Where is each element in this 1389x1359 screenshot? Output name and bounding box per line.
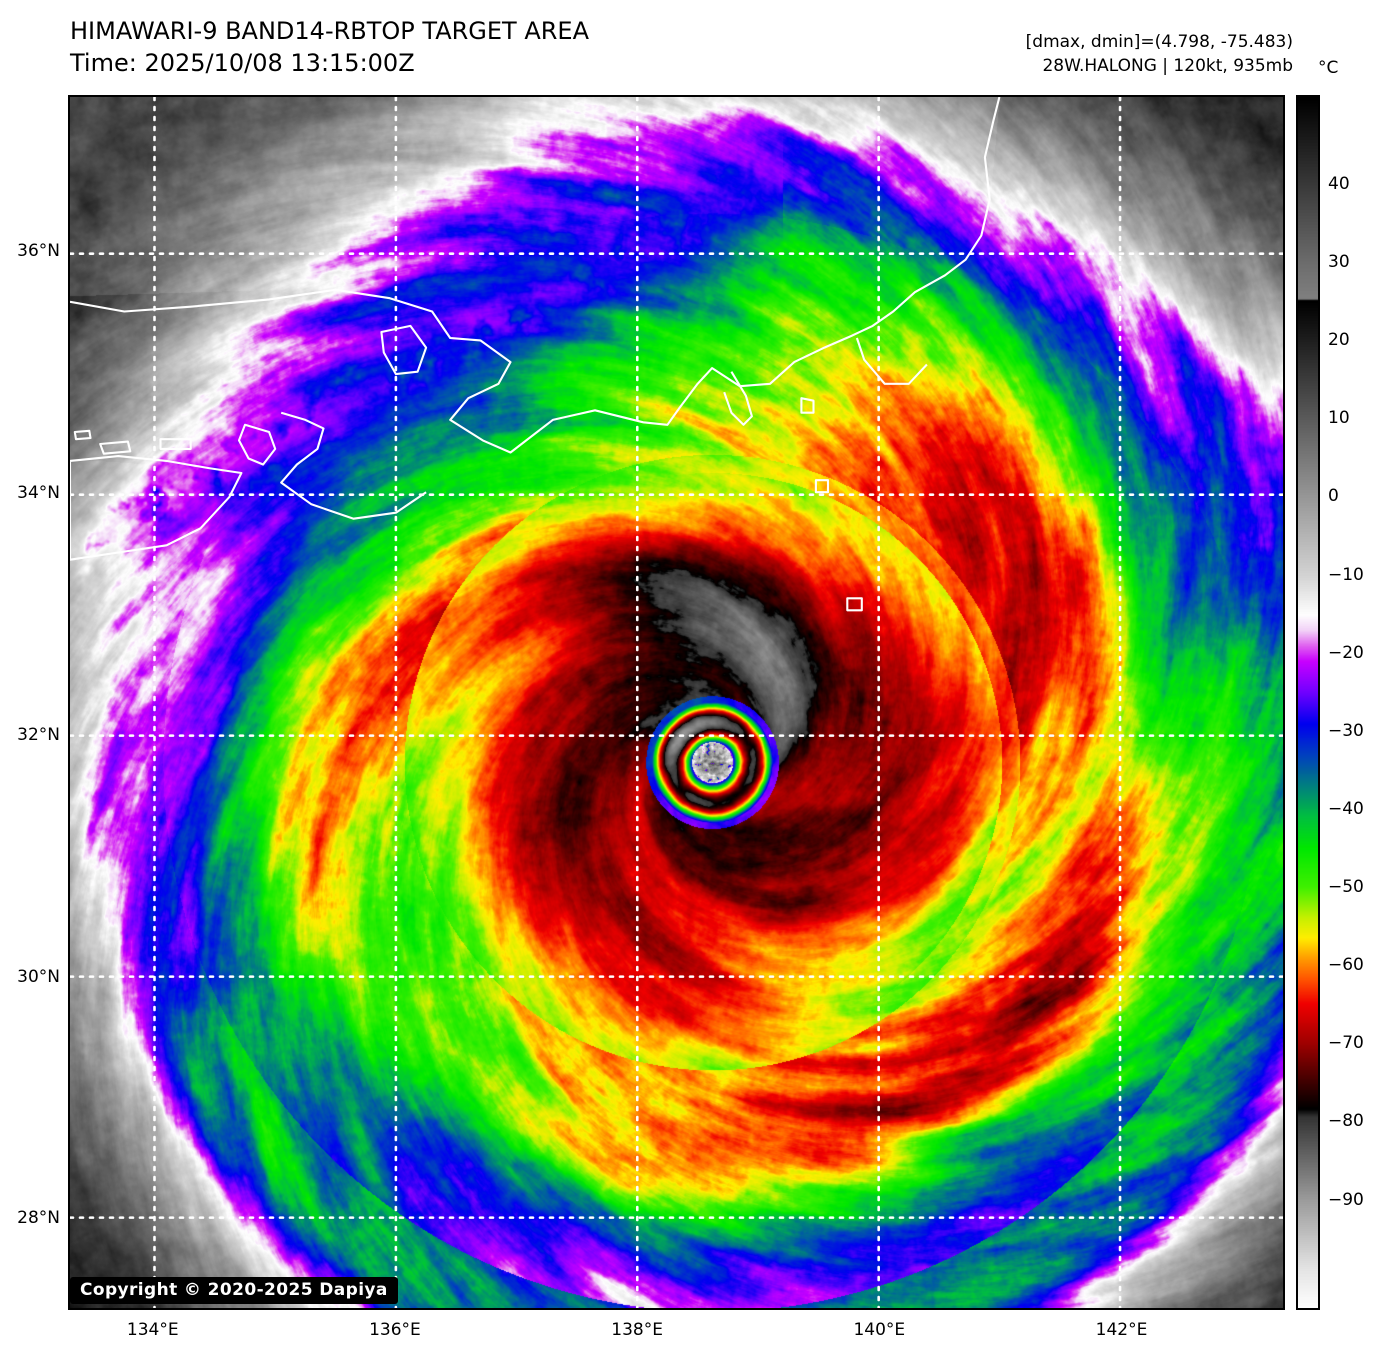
- lat-tick-36°N: 36°N: [17, 241, 60, 262]
- graticule-overlay: [70, 97, 1283, 1308]
- dmax-dmin-label: [dmax, dmin]=(4.798, -75.483): [1025, 32, 1293, 52]
- coastline-boso: [855, 337, 928, 385]
- title-block: HIMAWARI-9 BAND14-RBTOP TARGET AREA Time…: [70, 16, 589, 80]
- satellite-map[interactable]: [68, 95, 1285, 1310]
- colorbar-unit-label: °C: [1318, 58, 1339, 78]
- colorbar-tick-2: 20: [1328, 330, 1350, 351]
- lat-tick-34°N: 34°N: [17, 482, 60, 503]
- coastline-islet-c: [73, 429, 92, 441]
- coastline-izu-peninsula: [723, 371, 753, 426]
- lat-tick-32°N: 32°N: [17, 724, 60, 745]
- coastline-layer: [70, 97, 1001, 612]
- coastline-kii-inner: [280, 411, 427, 520]
- coastline-oshima: [800, 397, 815, 414]
- colorbar-tick-1: 30: [1328, 251, 1350, 272]
- colorbar-tick-10: −60: [1328, 955, 1364, 976]
- lat-tick-30°N: 30°N: [17, 966, 60, 987]
- lon-tick-136°E: 136°E: [369, 1320, 421, 1340]
- colorbar-tick-8: −40: [1328, 798, 1364, 819]
- colorbar-tick-9: −50: [1328, 877, 1364, 898]
- lon-tick-142°E: 142°E: [1095, 1320, 1148, 1340]
- lon-tick-134°E: 134°E: [126, 1320, 179, 1340]
- colorbar-tick-11: −70: [1328, 1033, 1364, 1054]
- gridline-layer: [70, 97, 1283, 1308]
- colorbar-tick-6: −20: [1328, 642, 1364, 663]
- colorbar-gradient: [1298, 97, 1318, 1308]
- colorbar-tick-5: −10: [1328, 564, 1364, 585]
- coastline-lake-biwa: [380, 324, 428, 376]
- coastline-islet-b: [159, 438, 192, 450]
- lat-tick-28°N: 28°N: [17, 1208, 60, 1229]
- colorbar-tick-0: 40: [1328, 173, 1350, 194]
- coastline-miyakejima: [814, 479, 830, 494]
- coastline-awaji: [237, 423, 277, 466]
- colorbar-tick-13: −90: [1328, 1189, 1364, 1210]
- colorbar-tick-12: −80: [1328, 1111, 1364, 1132]
- colorbar[interactable]: [1296, 95, 1320, 1310]
- colorbar-tick-7: −30: [1328, 720, 1364, 741]
- timestamp-label: Time: 2025/10/08 13:15:00Z: [70, 48, 415, 77]
- coastline-shikoku: [70, 455, 243, 561]
- coastline-honshu: [70, 97, 1001, 454]
- colorbar-tick-3: 10: [1328, 408, 1350, 429]
- coastline-hachijojima: [846, 597, 863, 612]
- page-title: HIMAWARI-9 BAND14-RBTOP TARGET AREA: [70, 17, 590, 45]
- metadata-block: [dmax, dmin]=(4.798, -75.483) 28W.HALONG…: [1026, 30, 1293, 78]
- storm-info-label: 28W.HALONG | 120kt, 935mb: [1042, 56, 1293, 77]
- coastline-islet-a: [99, 440, 132, 455]
- copyright-watermark: Copyright © 2020-2025 Dapiya: [70, 1277, 398, 1304]
- colorbar-tick-4: 0: [1328, 486, 1339, 507]
- lon-tick-138°E: 138°E: [611, 1320, 663, 1340]
- lon-tick-140°E: 140°E: [853, 1320, 906, 1340]
